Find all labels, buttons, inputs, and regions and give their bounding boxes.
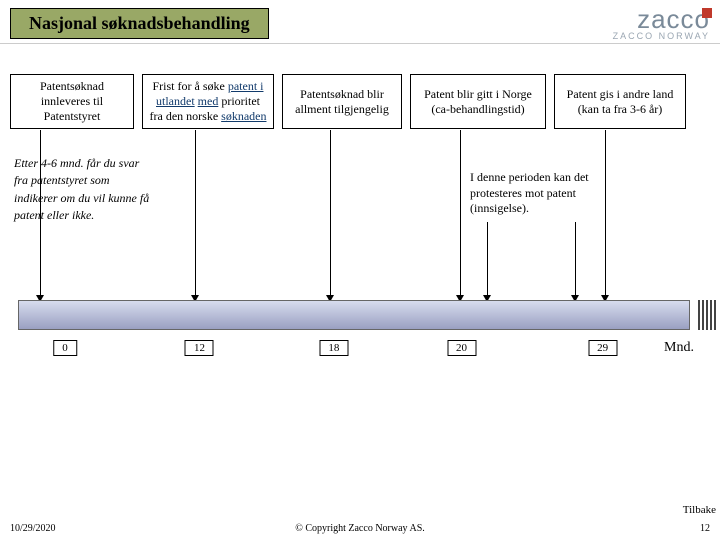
info-boxes-row: Patentsøknad innleveres til Patentstyret… bbox=[0, 44, 720, 137]
info-box-granted-other: Patent gis i andre land (kan ta fra 3-6 … bbox=[554, 74, 686, 129]
connector-0 bbox=[40, 130, 41, 300]
back-link[interactable]: Tilbake bbox=[683, 504, 716, 516]
timeline-marker-20: 20 bbox=[447, 340, 476, 356]
timeline-bar bbox=[18, 300, 690, 330]
connector-opp-20 bbox=[487, 222, 488, 300]
note-response-time: Etter 4-6 mnd. får du svar fra patentsty… bbox=[0, 155, 200, 225]
info-box-deadline: Frist for å søke patent i utlandet med p… bbox=[142, 74, 274, 129]
footer-copyright: © Copyright Zacco Norway AS. bbox=[295, 523, 425, 534]
timeline-unit: Mnd. bbox=[664, 340, 694, 356]
footer-page-number: 12 bbox=[700, 523, 710, 534]
timeline-marker-18: 18 bbox=[319, 340, 348, 356]
logo-wordmark: zacco bbox=[613, 6, 710, 32]
timeline-continuation-icon bbox=[698, 300, 716, 330]
footer: 10/29/2020 © Copyright Zacco Norway AS. … bbox=[0, 523, 720, 534]
text: Frist for å søke bbox=[153, 79, 228, 93]
timeline-marker-12: 12 bbox=[185, 340, 214, 356]
connector-29 bbox=[605, 130, 606, 300]
timeline: 0 12 18 20 29 Mnd. bbox=[18, 300, 690, 330]
note-opposition-period: I denne perioden kan det protesteres mot… bbox=[470, 170, 610, 217]
info-box-granted-no: Patent blir gitt i Norge (ca-behandlings… bbox=[410, 74, 546, 129]
logo: zacco ZACCO NORWAY bbox=[613, 6, 710, 41]
header: Nasjonal søknadsbehandling zacco ZACCO N… bbox=[0, 0, 720, 44]
page-title: Nasjonal søknadsbehandling bbox=[10, 8, 269, 39]
link-med[interactable]: med bbox=[198, 94, 219, 108]
link-soknaden[interactable]: søknaden bbox=[221, 109, 266, 123]
connector-12 bbox=[195, 130, 196, 300]
connector-20 bbox=[460, 130, 461, 300]
info-box-submit: Patentsøknad innleveres til Patentstyret bbox=[10, 74, 134, 129]
info-box-public: Patentsøknad blir allment tilgjengelig bbox=[282, 74, 402, 129]
footer-date: 10/29/2020 bbox=[10, 523, 56, 534]
timeline-marker-29: 29 bbox=[588, 340, 617, 356]
timeline-marker-0: 0 bbox=[53, 340, 77, 356]
connector-18 bbox=[330, 130, 331, 300]
connector-opp-29 bbox=[575, 222, 576, 300]
